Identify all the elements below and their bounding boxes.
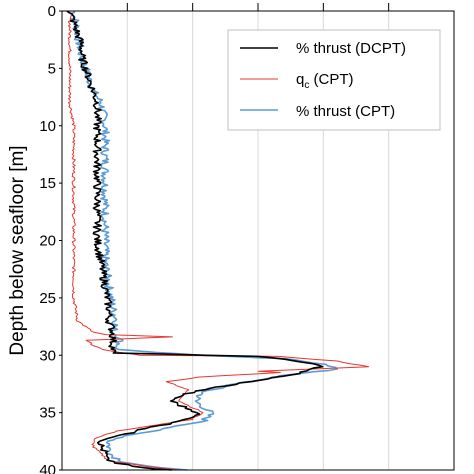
- legend-label-cpt: % thrust (CPT): [296, 103, 395, 120]
- series-line-1: [67, 10, 370, 471]
- legend-label-dcpt: % thrust (DCPT): [296, 40, 406, 57]
- y-tick-label: 5: [48, 60, 56, 77]
- y-axis-title: Depth below seafloor [m]: [7, 145, 28, 355]
- y-tick-label: 25: [39, 290, 56, 307]
- y-tick-label: 30: [39, 347, 56, 364]
- series-group: [66, 10, 370, 471]
- legend-label-qc: qc (CPT): [296, 71, 354, 91]
- y-tick-label: 35: [39, 405, 56, 422]
- y-tick-label: 15: [39, 175, 56, 192]
- y-tick-label: 0: [48, 3, 56, 20]
- y-tick-labels: 0 5 10 15 20 25 30 35 40: [39, 3, 62, 474]
- legend-box: [227, 29, 441, 131]
- y-tick-label: 40: [39, 462, 56, 474]
- series-line-0: [66, 10, 324, 471]
- y-tick-label: 20: [39, 233, 56, 250]
- y-tick-label: 10: [39, 118, 56, 135]
- legend: % thrust (DCPT) qc (CPT) % thrust (CPT): [227, 29, 441, 131]
